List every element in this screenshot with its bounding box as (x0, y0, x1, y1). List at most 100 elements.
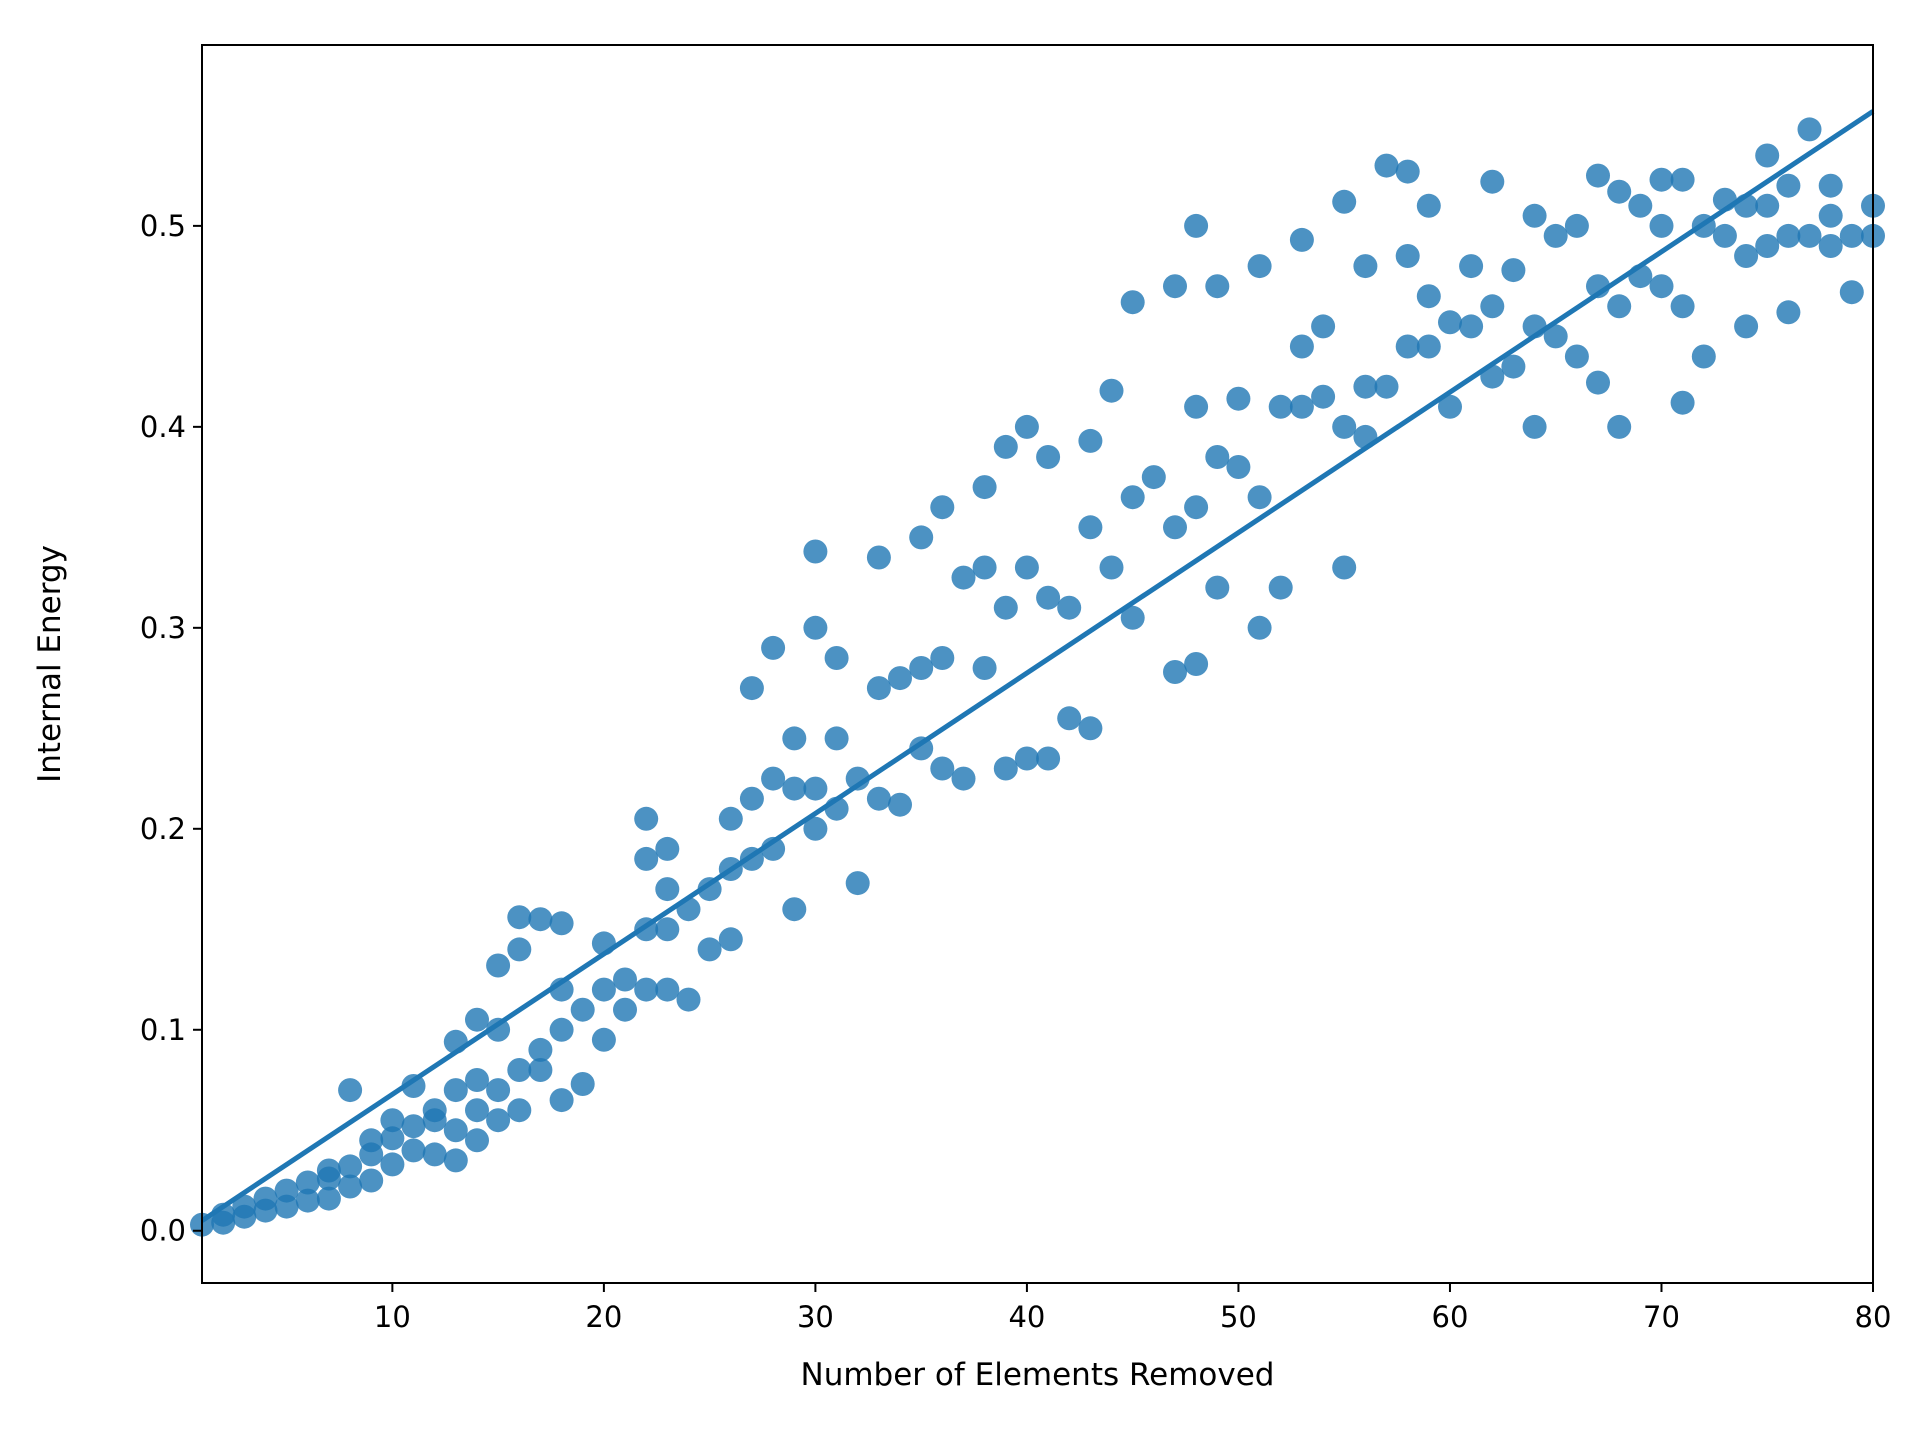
x-axis-label: Number of Elements Removed (801, 1357, 1275, 1393)
data-point (655, 977, 680, 1002)
data-point (359, 1128, 384, 1153)
scatter-points (190, 117, 1885, 1237)
data-point (1586, 163, 1610, 188)
data-point (570, 1072, 595, 1096)
data-point (1057, 706, 1082, 731)
data-point (1564, 344, 1589, 369)
data-point (1289, 394, 1314, 419)
data-point (507, 905, 532, 930)
data-point (1184, 394, 1209, 419)
data-point (782, 776, 807, 801)
data-point (401, 1074, 426, 1098)
regression-line-group (200, 109, 1875, 1223)
data-point (697, 877, 722, 902)
data-point (401, 1138, 426, 1163)
data-point (845, 766, 870, 791)
data-point (232, 1194, 257, 1219)
data-point (1353, 374, 1378, 399)
data-point (1755, 143, 1780, 168)
data-point (888, 666, 912, 691)
x-tick-label: 80 (1855, 1300, 1892, 1334)
data-point (359, 1168, 384, 1193)
data-point (634, 806, 659, 831)
data-point (1226, 455, 1251, 479)
data-point (613, 967, 637, 992)
data-point (803, 615, 828, 640)
x-tick-label: 20 (585, 1300, 622, 1334)
data-point (316, 1158, 341, 1183)
data-point (1712, 223, 1737, 248)
y-tick-label: 0.2 (140, 812, 186, 846)
data-point (1480, 169, 1505, 194)
data-point (1036, 585, 1061, 610)
data-point (1163, 274, 1187, 299)
data-point (866, 545, 891, 570)
data-point (1670, 167, 1695, 192)
data-point (1141, 465, 1166, 490)
data-point (1480, 294, 1505, 319)
x-tick-label: 10 (374, 1300, 411, 1334)
data-point (972, 555, 997, 580)
data-point (591, 1027, 616, 1052)
data-point (1818, 173, 1843, 198)
data-point (1649, 167, 1674, 192)
data-point (528, 907, 553, 932)
data-point (295, 1188, 320, 1213)
data-point (866, 676, 891, 701)
data-point (951, 766, 976, 791)
data-point (1438, 394, 1462, 419)
data-point (443, 1148, 468, 1173)
data-point (422, 1098, 447, 1123)
data-point (1459, 314, 1484, 339)
data-point (1818, 234, 1843, 258)
data-point (1014, 555, 1039, 580)
data-point (1163, 515, 1187, 540)
data-point (1670, 294, 1695, 319)
data-point (824, 726, 849, 751)
data-point (1268, 394, 1293, 419)
data-point (655, 877, 680, 902)
data-point (1374, 374, 1399, 399)
data-point (1311, 314, 1336, 339)
data-point (1099, 378, 1124, 403)
data-point (1522, 414, 1547, 439)
data-point (1014, 414, 1039, 439)
data-point (1543, 324, 1568, 349)
data-point (909, 656, 934, 680)
data-point (1459, 254, 1484, 279)
x-tick-label: 60 (1432, 1300, 1469, 1334)
data-point (782, 726, 807, 751)
data-point (1120, 485, 1145, 510)
data-point (1670, 390, 1695, 415)
data-point (1649, 274, 1674, 299)
data-point (338, 1174, 363, 1199)
data-point (1543, 223, 1568, 248)
data-point (507, 1058, 532, 1082)
y-tick-label: 0.5 (140, 209, 186, 243)
data-point (1226, 386, 1251, 411)
data-point (1628, 193, 1653, 218)
data-point (486, 1017, 511, 1042)
data-point (549, 1088, 574, 1113)
data-point (972, 475, 997, 500)
data-point (1184, 652, 1209, 676)
data-point (1078, 428, 1103, 453)
data-point (909, 525, 934, 550)
data-point (1734, 314, 1759, 339)
y-axis-label: Internal Energy (32, 545, 68, 783)
data-point (613, 997, 637, 1022)
data-point (528, 1058, 553, 1082)
data-point (1163, 660, 1187, 684)
data-point (1184, 495, 1209, 520)
regression-line (200, 109, 1875, 1223)
data-point (1755, 234, 1780, 258)
data-point (718, 927, 743, 952)
data-point (1120, 605, 1145, 630)
data-point (465, 1128, 489, 1153)
data-point (1078, 515, 1103, 540)
data-point (1586, 370, 1610, 395)
data-point (1522, 203, 1547, 228)
data-point (803, 776, 828, 801)
data-point (1691, 344, 1716, 369)
